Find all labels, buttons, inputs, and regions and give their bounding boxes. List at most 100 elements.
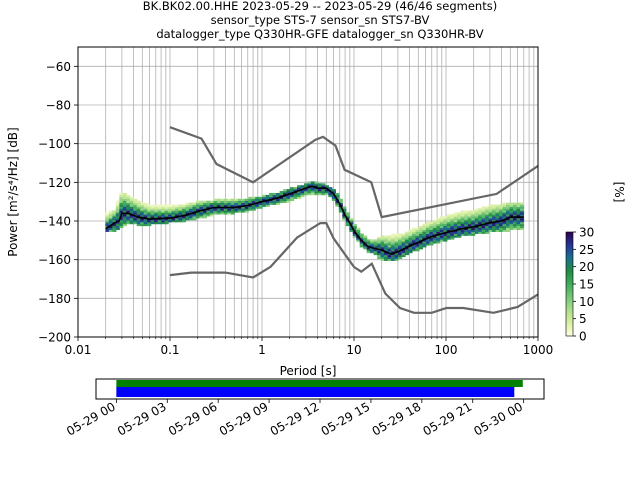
density-cell (126, 220, 131, 223)
density-cell (499, 221, 504, 225)
mode-curve (105, 185, 524, 255)
density-cell (345, 216, 350, 219)
density-cell (471, 212, 476, 215)
density-cell (398, 247, 403, 250)
density-cell (509, 206, 514, 209)
density-cell (300, 185, 305, 188)
density-cell (478, 208, 483, 211)
density-cell (324, 192, 329, 196)
density-cell (485, 218, 490, 221)
density-cell (115, 227, 120, 230)
density-cell (519, 206, 525, 209)
density-cell (474, 218, 479, 221)
density-cell (178, 214, 183, 217)
density-cell (398, 245, 403, 248)
density-cell (478, 225, 483, 229)
density-cell (377, 245, 382, 248)
density-cell (499, 212, 504, 215)
density-cell (495, 223, 500, 227)
density-cell (481, 225, 486, 229)
density-cell (506, 218, 511, 221)
density-cell (147, 216, 152, 219)
density-cell (415, 227, 420, 230)
density-cell (492, 223, 497, 227)
density-cell (460, 223, 465, 227)
density-cell (429, 241, 434, 244)
density-cell (502, 223, 507, 227)
density-cell (460, 221, 465, 225)
density-cell (279, 191, 284, 194)
density-cell (366, 249, 371, 252)
density-cell (401, 235, 406, 238)
density-cell (492, 206, 497, 209)
density-cell (300, 194, 305, 198)
density-cell (384, 239, 389, 242)
density-cell (119, 194, 124, 198)
density-cell (460, 225, 465, 229)
density-cell (195, 208, 201, 211)
density-cell (387, 256, 392, 259)
density-cell (136, 214, 141, 217)
density-cell (411, 247, 417, 250)
density-cell (157, 220, 162, 223)
density-cell (391, 245, 396, 248)
density-cell (398, 250, 403, 254)
density-cell (133, 218, 138, 221)
density-cell (425, 241, 430, 244)
density-cell (335, 200, 340, 203)
density-cell (129, 206, 134, 209)
density-cell (495, 206, 500, 209)
density-cell (328, 189, 333, 192)
density-cell (122, 210, 127, 213)
density-cell (492, 229, 497, 232)
density-cell (408, 231, 413, 234)
density-cell (147, 220, 152, 223)
time-tick-label: 05-29 06 (166, 399, 220, 438)
density-cell (164, 206, 169, 209)
density-cell (429, 229, 434, 232)
density-cell (506, 229, 511, 232)
density-cell (185, 208, 190, 211)
density-cell (213, 200, 218, 203)
density-cell (119, 200, 124, 203)
density-cell (248, 206, 253, 209)
density-cell (488, 216, 493, 219)
density-cell (478, 231, 483, 234)
density-cell (209, 212, 214, 215)
density-cell (370, 249, 375, 252)
density-cell (335, 204, 340, 207)
density-cell (112, 227, 117, 230)
density-cell (446, 229, 451, 232)
density-cell (373, 243, 378, 246)
density-cell (512, 225, 518, 229)
density-cell (408, 235, 413, 238)
density-cell (488, 229, 493, 232)
density-cell (293, 189, 298, 192)
density-cell (269, 200, 274, 203)
density-cell (492, 210, 497, 213)
density-cell (213, 210, 218, 213)
density-cell (143, 208, 148, 211)
density-cell (474, 216, 479, 219)
density-cell (408, 243, 413, 246)
density-cell (255, 196, 260, 200)
density-cell (126, 216, 131, 219)
density-cell (443, 223, 448, 227)
density-cell (126, 208, 131, 211)
density-cell (422, 231, 427, 234)
density-cell (192, 206, 197, 209)
density-cell (443, 229, 448, 232)
density-cell (195, 204, 201, 207)
density-cell (105, 229, 110, 232)
density-cell (481, 221, 486, 225)
density-cell (314, 183, 319, 186)
density-cell (481, 218, 486, 221)
density-cell (488, 214, 493, 217)
density-cell (467, 218, 472, 221)
density-cell (136, 208, 141, 211)
density-cell (506, 221, 511, 225)
density-cell (290, 196, 295, 200)
density-cell (405, 235, 410, 238)
density-cell (227, 210, 232, 213)
density-cell (220, 204, 225, 207)
